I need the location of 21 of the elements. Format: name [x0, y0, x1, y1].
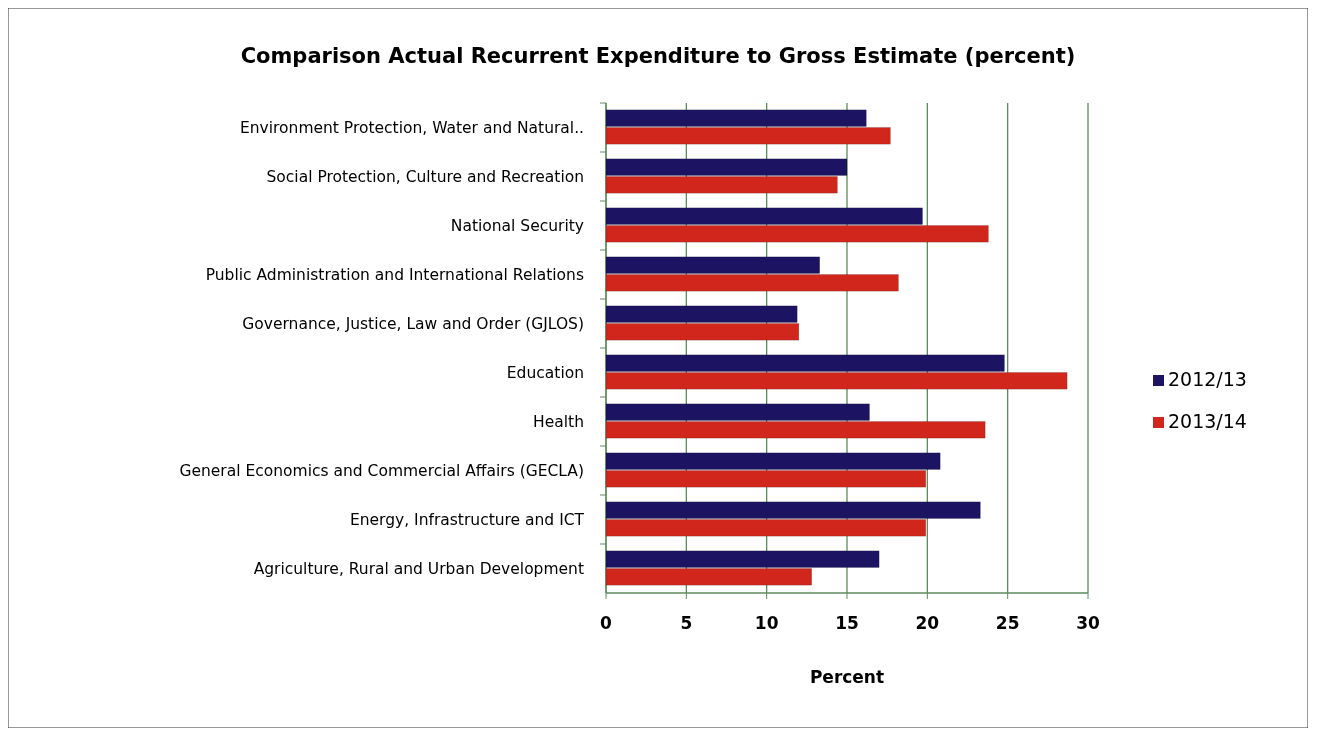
y-tick-label: Governance, Justice, Law and Order (GJLOS) — [242, 314, 584, 333]
legend-label: 2013/14 — [1168, 410, 1247, 432]
y-tick-label: Energy, Infrastructure and ICT — [349, 510, 585, 529]
y-tick-label: Health — [533, 412, 584, 431]
y-tick-label: Education — [506, 363, 584, 382]
y-tick-label: National Security — [450, 216, 584, 235]
y-tick-label: Environment Protection, Water and Natural.. — [239, 118, 584, 137]
x-tick-label: 20 — [915, 613, 940, 633]
y-tick-label: General Economics and Commercial Affairs (GECLA) — [179, 461, 584, 480]
y-tick-label: Public Administration and International Relations — [205, 265, 584, 284]
legend-label: 2012/13 — [1168, 368, 1247, 390]
x-tick-label: 30 — [1076, 613, 1100, 633]
x-tick-label: 0 — [600, 613, 613, 633]
x-tick-label: 5 — [680, 613, 693, 633]
y-tick-label: Social Protection, Culture and Recreation — [266, 167, 584, 186]
x-tick-label: 10 — [754, 613, 779, 633]
x-axis-title: Percent — [809, 667, 885, 687]
x-tick-label: 25 — [995, 613, 1020, 633]
y-tick-label: Agriculture, Rural and Urban Development — [253, 559, 584, 578]
chart-title: Comparison Actual Recurrent Expenditure to Gross Estimate (percent) — [240, 44, 1076, 68]
x-tick-label: 15 — [835, 613, 859, 633]
